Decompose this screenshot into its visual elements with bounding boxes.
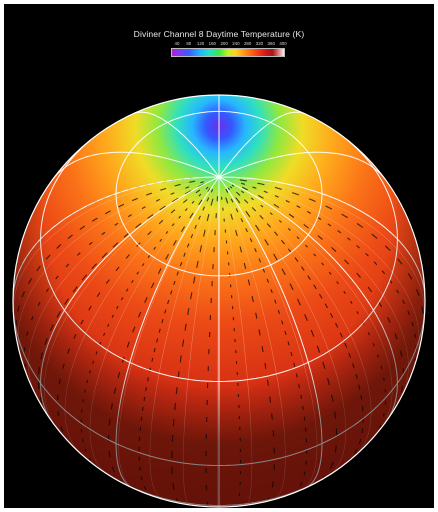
colorbar [171,48,285,57]
colorbar-tick-label: 160 [208,40,216,46]
colorbar-tick-label: 120 [196,40,205,46]
colorbar-tick-label: 280 [243,40,252,46]
colorbar-tick-label: 40 [174,40,180,46]
moon-globe [12,94,426,508]
colorbar-tick-labels: 40 80 120 160 200 240 280 320 360 400 [171,41,289,48]
colorbar-tick-label: 200 [220,40,228,46]
colorbar-tick-label: 80 [186,40,192,46]
map-figure: Diviner Channel 8 Daytime Temperature (K… [4,4,434,508]
colorbar-tick-label: 240 [232,40,240,46]
colorbar-tick-label: 400 [279,40,287,46]
figure-title: Diviner Channel 8 Daytime Temperature (K… [133,29,305,39]
colorbar-tick-label: 320 [255,40,264,46]
colorbar-tick-label: 360 [267,40,275,46]
globe-outline [12,94,426,508]
globe-limb-shading [13,95,425,507]
